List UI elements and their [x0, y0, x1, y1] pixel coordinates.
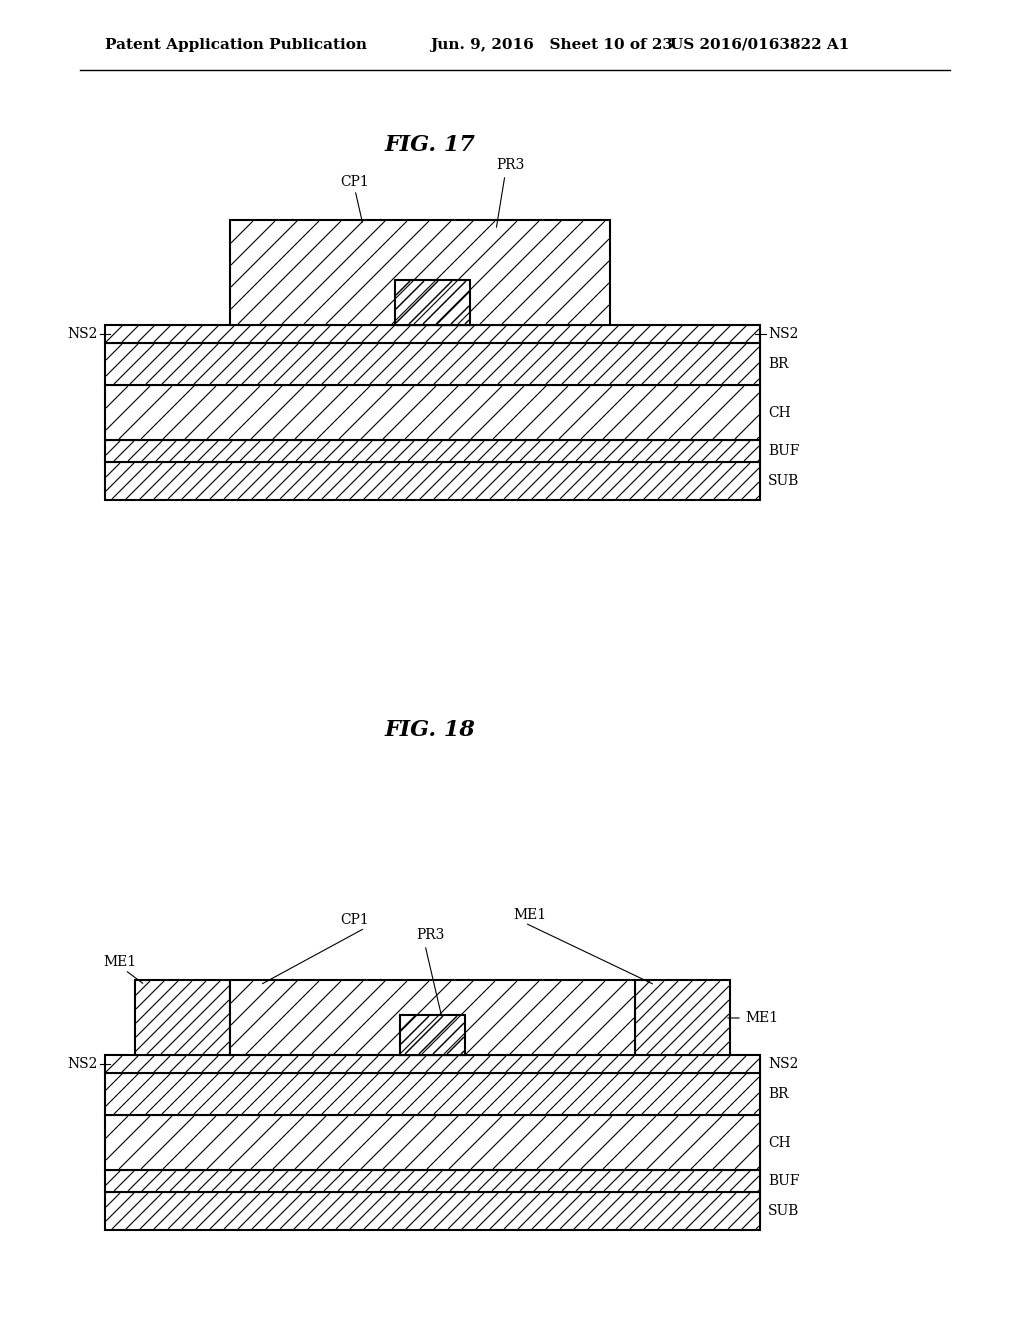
Bar [105, 325, 760, 343]
Text: Patent Application Publication: Patent Application Publication [105, 38, 367, 51]
Bar [395, 280, 470, 325]
Bar [400, 1015, 465, 1055]
Text: ME1: ME1 [103, 954, 136, 969]
Bar [230, 220, 610, 325]
Text: BR: BR [768, 356, 788, 371]
Text: PR3: PR3 [416, 928, 444, 942]
Text: NS2: NS2 [768, 1057, 799, 1071]
Text: ME1: ME1 [745, 1011, 778, 1026]
Bar [105, 440, 760, 462]
Bar [105, 1192, 760, 1230]
Text: Jun. 9, 2016   Sheet 10 of 23: Jun. 9, 2016 Sheet 10 of 23 [430, 38, 673, 51]
Bar [135, 979, 230, 1055]
Bar [105, 462, 760, 500]
Text: CP1: CP1 [341, 176, 370, 189]
Text: NS2: NS2 [68, 327, 98, 341]
Text: NS2: NS2 [68, 1057, 98, 1071]
Text: FIG. 17: FIG. 17 [385, 135, 475, 156]
Bar [105, 1115, 760, 1170]
Bar [400, 1015, 465, 1055]
Text: CP1: CP1 [341, 913, 370, 927]
Bar [105, 1170, 760, 1192]
Text: CH: CH [768, 407, 791, 420]
Text: BUF: BUF [768, 1173, 800, 1188]
Text: US 2016/0163822 A1: US 2016/0163822 A1 [670, 38, 849, 51]
Text: NS2: NS2 [768, 327, 799, 341]
Bar [635, 979, 730, 1055]
Text: CH: CH [768, 1137, 791, 1150]
Bar [105, 343, 760, 385]
Text: FIG. 18: FIG. 18 [385, 719, 475, 741]
Bar [395, 280, 470, 325]
Text: BUF: BUF [768, 444, 800, 458]
Bar [105, 1055, 760, 1073]
Text: BR: BR [768, 1086, 788, 1101]
Text: PR3: PR3 [496, 158, 524, 172]
Text: ME1: ME1 [513, 908, 547, 921]
Bar [230, 979, 635, 1055]
Bar [105, 1073, 760, 1115]
Bar [105, 385, 760, 440]
Text: SUB: SUB [768, 1204, 800, 1218]
Text: SUB: SUB [768, 474, 800, 488]
